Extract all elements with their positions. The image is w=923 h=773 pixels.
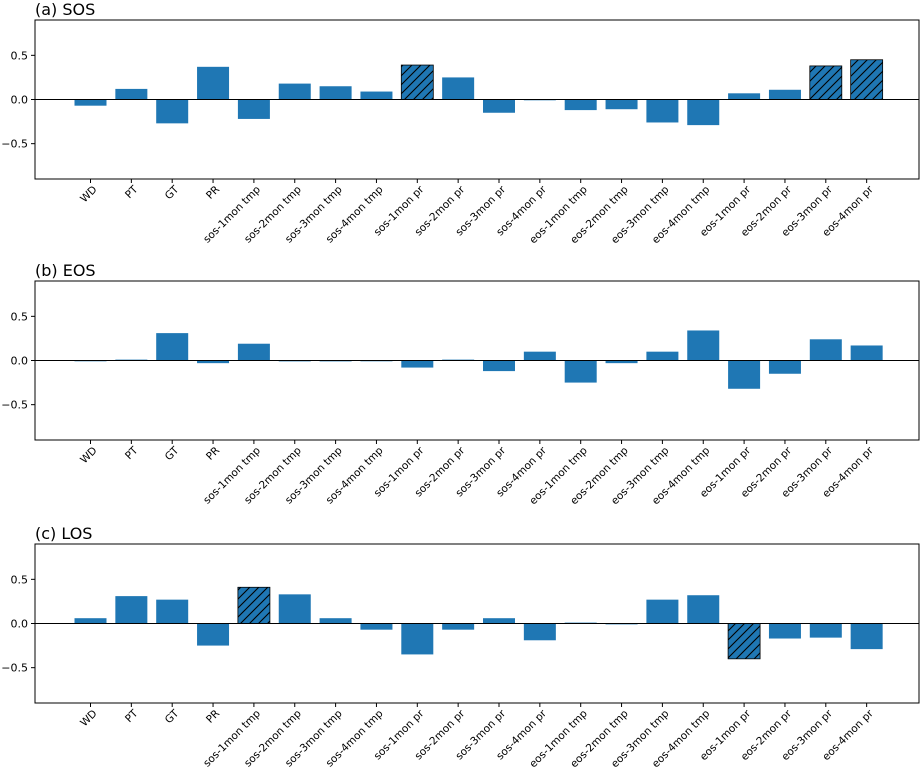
bar-los-0 bbox=[74, 618, 107, 624]
x-tick-label: PR bbox=[204, 708, 222, 726]
bar-los-18 bbox=[809, 623, 842, 638]
y-tick-label: 0.0 bbox=[11, 355, 29, 368]
x-tick-label: GT bbox=[163, 707, 182, 726]
bar-eos-8 bbox=[401, 360, 434, 368]
bar-los-2 bbox=[156, 599, 189, 624]
y-tick-label: −0.5 bbox=[1, 399, 28, 412]
bar-eos-13 bbox=[605, 360, 638, 364]
x-tick-label: GT bbox=[163, 183, 182, 202]
bar-eos-2 bbox=[156, 333, 189, 361]
chart-title: (a) SOS bbox=[35, 0, 95, 19]
bar-sos-13 bbox=[605, 99, 638, 110]
bar-los-3 bbox=[197, 623, 230, 646]
bar-sos-14 bbox=[646, 99, 679, 123]
x-tick-label: PR bbox=[204, 445, 222, 463]
bar-sos-7 bbox=[360, 91, 393, 100]
bar-los-14 bbox=[646, 599, 679, 624]
bar-eos-12 bbox=[564, 360, 597, 383]
bar-eos-16 bbox=[728, 360, 761, 389]
bar-eos-10 bbox=[483, 360, 515, 372]
x-tick-label: PR bbox=[204, 184, 222, 202]
bar-eos-19 bbox=[850, 345, 883, 361]
y-tick-label: 0.5 bbox=[11, 573, 29, 586]
bar-los-1 bbox=[115, 596, 148, 624]
bar-los-11 bbox=[523, 623, 556, 641]
bar-sos-12 bbox=[564, 99, 597, 111]
bar-sos-15 bbox=[687, 99, 720, 126]
y-tick-label: −0.5 bbox=[1, 138, 28, 151]
bar-eos-17 bbox=[768, 360, 801, 374]
bar-los-17 bbox=[768, 623, 801, 639]
bar-los-7 bbox=[360, 623, 393, 630]
y-tick-label: 0.5 bbox=[11, 49, 29, 62]
bar-sos-3 bbox=[197, 66, 230, 100]
bar-sos-19 bbox=[850, 59, 884, 100]
bar-sos-17 bbox=[768, 89, 801, 100]
y-tick-label: −0.5 bbox=[1, 662, 28, 675]
x-tick-label: GT bbox=[163, 444, 182, 463]
bar-sos-10 bbox=[483, 99, 515, 113]
x-tick-label: PT bbox=[123, 444, 141, 462]
x-tick-label: PT bbox=[123, 183, 141, 201]
bar-sos-1 bbox=[115, 88, 148, 100]
bar-eos-18 bbox=[809, 339, 842, 361]
bar-eos-4 bbox=[237, 343, 270, 361]
bar-los-9 bbox=[442, 623, 475, 630]
bar-los-6 bbox=[319, 618, 352, 624]
x-tick-label: PT bbox=[123, 707, 141, 725]
x-tick-label: WD bbox=[78, 708, 100, 730]
x-tick-label: WD bbox=[78, 445, 100, 467]
bar-eos-15 bbox=[687, 330, 720, 361]
bar-sos-4 bbox=[237, 99, 270, 119]
bar-eos-3 bbox=[197, 360, 230, 364]
bar-los-4 bbox=[237, 586, 271, 624]
bar-eos-11 bbox=[523, 351, 556, 361]
x-tick-label: WD bbox=[78, 184, 100, 206]
bar-los-19 bbox=[850, 623, 883, 650]
bar-sos-2 bbox=[156, 99, 189, 124]
y-tick-label: 0.5 bbox=[11, 310, 29, 323]
bar-sos-6 bbox=[319, 86, 352, 100]
y-tick-label: 0.0 bbox=[11, 618, 29, 631]
bar-sos-5 bbox=[278, 83, 311, 100]
y-tick-label: 0.0 bbox=[11, 94, 29, 107]
chart-title: (c) LOS bbox=[35, 524, 92, 543]
bar-sos-9 bbox=[442, 77, 475, 100]
bar-los-5 bbox=[278, 594, 311, 624]
bar-sos-0 bbox=[74, 99, 107, 106]
chart-title: (b) EOS bbox=[35, 261, 96, 280]
bar-sos-8 bbox=[400, 64, 434, 100]
bar-los-16 bbox=[727, 623, 761, 660]
bar-los-15 bbox=[687, 595, 720, 624]
bar-eos-14 bbox=[646, 351, 679, 361]
bar-sos-16 bbox=[728, 93, 761, 100]
bar-sos-18 bbox=[809, 65, 843, 100]
bar-los-10 bbox=[483, 618, 515, 624]
bar-los-8 bbox=[401, 623, 434, 655]
